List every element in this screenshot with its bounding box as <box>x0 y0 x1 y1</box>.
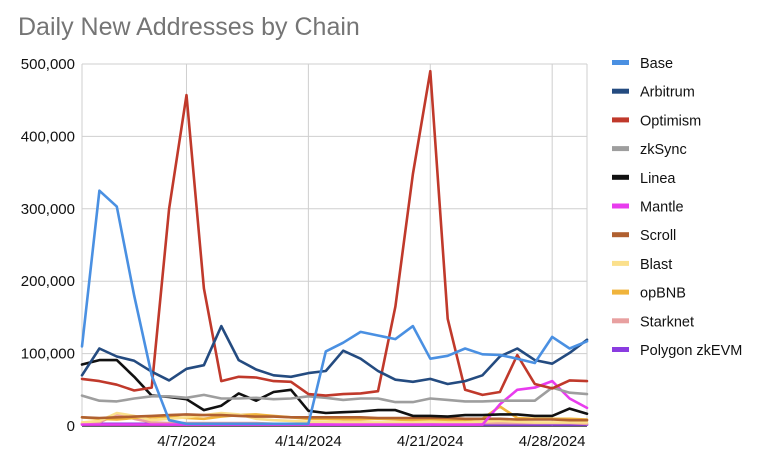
x-tick-label: 4/7/2024 <box>157 433 215 450</box>
legend-swatch-starknet <box>612 318 629 324</box>
grid <box>81 63 588 427</box>
legend-label-linea: Linea <box>640 171 676 187</box>
legend-label-mantle: Mantle <box>640 200 684 216</box>
legend-label-polygon-zkevm: Polygon zkEVM <box>640 343 742 359</box>
chart-title: Daily New Addresses by Chain <box>18 13 360 41</box>
legend-swatch-arbitrum <box>612 88 629 94</box>
legend-swatch-blast <box>612 260 629 266</box>
x-tick-label: 4/28/2024 <box>519 433 586 450</box>
y-tick-label: 200,000 <box>21 273 75 290</box>
series-line-optimism <box>80 69 589 397</box>
legend-swatch-zksync <box>612 146 629 152</box>
legend-label-arbitrum: Arbitrum <box>640 85 695 101</box>
x-tick-label: 4/21/2024 <box>397 433 464 450</box>
y-tick-label: 400,000 <box>21 128 75 145</box>
series-line-blast <box>80 411 589 424</box>
y-tick-label: 100,000 <box>21 346 75 363</box>
series-line-zksync <box>80 386 589 404</box>
legend-swatch-opbnb <box>612 289 629 295</box>
legend-label-opbnb: opBNB <box>640 286 686 302</box>
legend-swatch-scroll <box>612 232 629 238</box>
legend-swatch-base <box>612 60 629 65</box>
series-line-opbnb <box>80 405 589 422</box>
y-tick-label: 300,000 <box>21 201 75 218</box>
legend-label-zksync: zkSync <box>640 142 687 158</box>
legend-label-scroll: Scroll <box>640 228 676 244</box>
legend-label-starknet: Starknet <box>640 314 694 330</box>
legend-label-blast: Blast <box>640 257 672 273</box>
legend-swatch-linea <box>612 174 629 180</box>
y-tick-label: 0 <box>67 418 75 435</box>
legend-swatch-mantle <box>612 203 629 209</box>
legend-swatch-optimism <box>612 117 629 123</box>
y-tick-label: 500,000 <box>21 56 75 73</box>
y-axis-ticks: 0 100,000 200,000 300,000 400,000 500,000 <box>21 56 75 435</box>
series-lines <box>80 69 589 426</box>
x-tick-label: 4/14/2024 <box>275 433 342 450</box>
legend: Base Arbitrum Optimism zkSync Linea Mantle Scr… <box>612 56 742 359</box>
legend-swatch-polygon-zkevm <box>612 347 629 352</box>
x-axis-ticks: 4/7/2024 4/14/2024 4/21/2024 4/28/2024 <box>157 433 585 450</box>
series-line-base <box>80 189 589 426</box>
legend-label-base: Base <box>640 56 673 72</box>
legend-label-optimism: Optimism <box>640 113 701 129</box>
